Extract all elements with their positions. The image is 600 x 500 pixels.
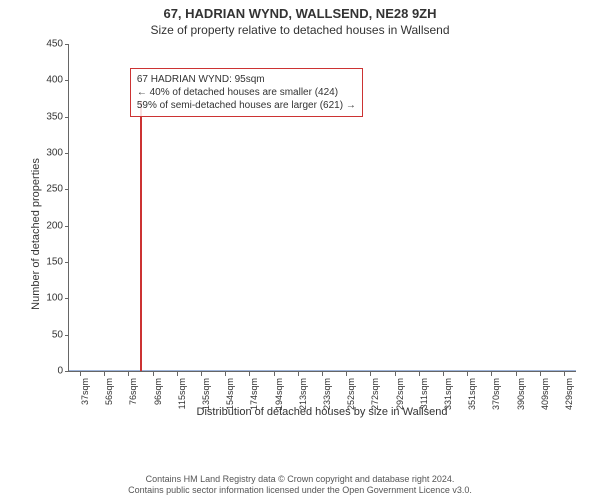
xtick-mark	[201, 372, 202, 376]
annotation-line-1: ← 40% of detached houses are smaller (42…	[137, 86, 356, 99]
histogram-bar-fill	[190, 370, 214, 371]
ytick-label: 0	[57, 366, 63, 377]
histogram-bar-fill	[359, 370, 383, 371]
annotation-title: 67 HADRIAN WYND: 95sqm	[137, 73, 356, 86]
ytick-label: 100	[46, 293, 63, 304]
histogram-bar-fill	[407, 370, 431, 371]
xtick-mark	[80, 372, 81, 376]
xtick-mark	[395, 372, 396, 376]
ytick-label: 300	[46, 148, 63, 159]
xtick-mark	[225, 372, 226, 376]
histogram-bar-fill	[479, 370, 503, 371]
ytick-label: 450	[46, 39, 63, 50]
property-marker-line	[140, 101, 142, 371]
xtick-mark	[274, 372, 275, 376]
footer-line-2: Contains public sector information licen…	[0, 485, 600, 496]
histogram-bar-fill	[528, 370, 552, 371]
xtick-mark	[249, 372, 250, 376]
histogram-bar-fill	[238, 370, 262, 371]
xtick-mark	[540, 372, 541, 376]
ytick-label: 400	[46, 75, 63, 86]
xtick-mark	[516, 372, 517, 376]
xtick-label: 37sqm	[80, 378, 90, 405]
histogram-bar-fill	[166, 370, 190, 371]
x-axis-label: Distribution of detached houses by size …	[68, 406, 576, 418]
xtick-mark	[153, 372, 154, 376]
title-subtitle: Size of property relative to detached ho…	[0, 23, 600, 37]
histogram-bar-fill	[117, 370, 141, 371]
xtick-mark	[177, 372, 178, 376]
ytick-label: 50	[52, 329, 63, 340]
ytick-label: 150	[46, 257, 63, 268]
y-axis-label: Number of detached properties	[30, 158, 42, 310]
xtick-mark	[298, 372, 299, 376]
histogram-bar-fill	[504, 370, 528, 371]
histogram-bar-fill	[552, 370, 576, 371]
histogram-bar-fill	[335, 370, 359, 371]
xtick-label: 56sqm	[104, 378, 114, 405]
xtick-label: 96sqm	[153, 378, 163, 405]
histogram-bar-fill	[310, 370, 334, 371]
plot-area: 050100150200250300350400450 67 HADRIAN W…	[68, 44, 576, 372]
ytick-label: 200	[46, 220, 63, 231]
xtick-label: 115sqm	[177, 378, 187, 409]
xtick-mark	[467, 372, 468, 376]
annotation-line-2: 59% of semi-detached houses are larger (…	[137, 99, 356, 112]
histogram-bar-fill	[69, 370, 93, 371]
histogram-bar-fill	[93, 370, 117, 371]
histogram-bar-fill	[431, 370, 455, 371]
xtick-mark	[128, 372, 129, 376]
histogram-bar-fill	[383, 370, 407, 371]
histogram-bar-fill	[214, 370, 238, 371]
xtick-mark	[564, 372, 565, 376]
ytick-label: 350	[46, 111, 63, 122]
footer-line-1: Contains HM Land Registry data © Crown c…	[0, 474, 600, 485]
xtick-mark	[346, 372, 347, 376]
xtick-mark	[419, 372, 420, 376]
title-address: 67, HADRIAN WYND, WALLSEND, NE28 9ZH	[0, 6, 600, 21]
ytick-label: 250	[46, 184, 63, 195]
annotation-box: 67 HADRIAN WYND: 95sqm ← 40% of detached…	[130, 68, 363, 117]
title-block: 67, HADRIAN WYND, WALLSEND, NE28 9ZH Siz…	[0, 0, 600, 37]
xtick-mark	[443, 372, 444, 376]
histogram-bar-fill	[286, 370, 310, 371]
histogram-chart: Number of detached properties 0501001502…	[40, 44, 580, 424]
xtick-label: 76sqm	[128, 378, 138, 405]
xtick-mark	[104, 372, 105, 376]
xtick-mark	[322, 372, 323, 376]
histogram-bar-fill	[262, 370, 286, 371]
histogram-bar-fill	[141, 370, 165, 371]
xtick-mark	[491, 372, 492, 376]
footer-attribution: Contains HM Land Registry data © Crown c…	[0, 474, 600, 496]
histogram-bar-fill	[455, 370, 479, 371]
xtick-mark	[370, 372, 371, 376]
xtick-label: 311sqm	[419, 378, 429, 409]
